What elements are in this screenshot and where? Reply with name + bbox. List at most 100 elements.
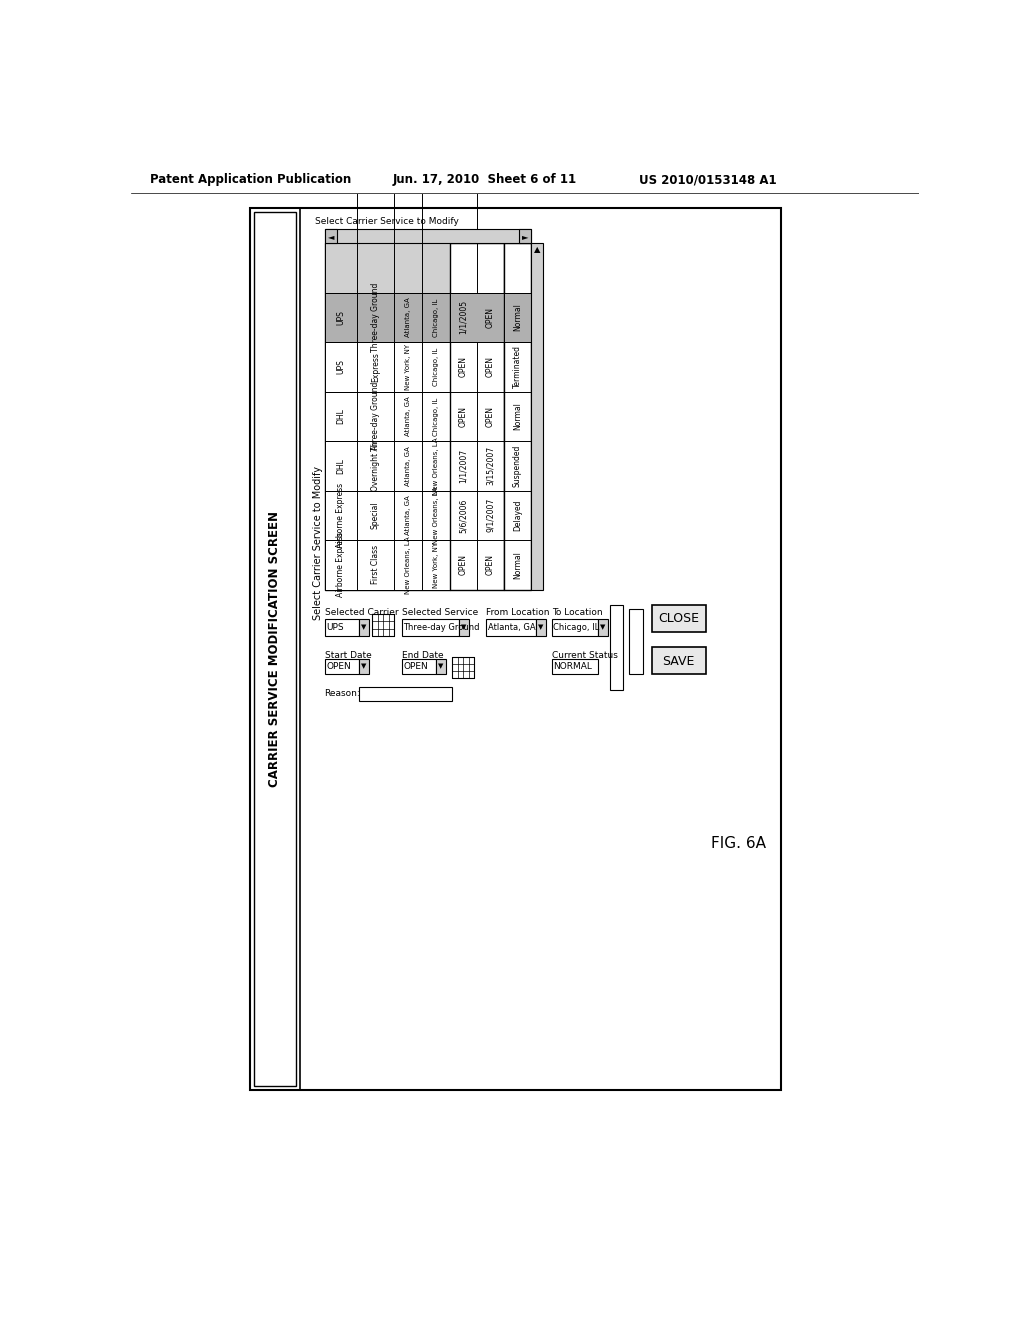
Text: NORMAL: NORMAL	[553, 663, 592, 671]
Text: OPEN: OPEN	[403, 663, 428, 671]
Text: Airborne Express: Airborne Express	[336, 483, 345, 548]
Text: OPEN: OPEN	[326, 663, 351, 671]
Text: OPEN: OPEN	[486, 554, 495, 576]
Bar	[325, 243, 451, 590]
Bar	[518, 230, 531, 243]
Text: New Orleans, LA: New Orleans, LA	[406, 536, 412, 594]
Text: 3/15/2007: 3/15/2007	[486, 446, 495, 486]
Text: Normal: Normal	[513, 304, 522, 331]
Bar	[325, 491, 451, 540]
Bar	[504, 293, 531, 342]
Text: 5/6/2006: 5/6/2006	[459, 498, 468, 532]
Bar	[609, 605, 624, 689]
Text: Chicago, IL: Chicago, IL	[433, 298, 439, 337]
Text: Current Status: Current Status	[552, 651, 617, 660]
Bar	[325, 230, 337, 243]
Bar	[325, 659, 359, 675]
Text: Suspended: Suspended	[513, 445, 522, 487]
Text: FIG. 6A: FIG. 6A	[712, 836, 766, 851]
Text: Chicago, IL: Chicago, IL	[433, 397, 439, 436]
Text: Atlanta, GA: Atlanta, GA	[406, 495, 412, 535]
Text: Jun. 17, 2010  Sheet 6 of 11: Jun. 17, 2010 Sheet 6 of 11	[392, 173, 577, 186]
Text: New Orleans, LA: New Orleans, LA	[433, 487, 439, 544]
Bar	[254, 213, 296, 1086]
Bar	[401, 619, 460, 636]
Text: End Date: End Date	[401, 651, 443, 660]
Bar	[325, 619, 359, 636]
Bar	[552, 659, 598, 675]
Bar	[451, 243, 504, 590]
Text: ▼: ▼	[539, 624, 544, 631]
Text: Selected Carrier: Selected Carrier	[325, 609, 398, 618]
Bar	[325, 243, 451, 293]
Bar	[504, 243, 531, 590]
Text: ▼: ▼	[600, 624, 605, 631]
Text: UPS: UPS	[336, 310, 345, 325]
Text: 1/1/2005: 1/1/2005	[459, 300, 468, 334]
Text: CLOSE: CLOSE	[658, 612, 699, 626]
Text: Normal: Normal	[513, 403, 522, 430]
Text: SAVE: SAVE	[663, 655, 695, 668]
Text: UPS: UPS	[326, 623, 344, 632]
Text: ►: ►	[521, 232, 528, 240]
Bar	[325, 230, 531, 243]
Bar	[652, 605, 706, 632]
Bar	[401, 659, 436, 675]
Text: Atlanta, GA: Atlanta, GA	[406, 297, 412, 337]
Text: Terminated: Terminated	[513, 346, 522, 388]
Text: OPEN: OPEN	[459, 554, 468, 576]
Text: Overnight Air: Overnight Air	[371, 441, 380, 491]
Text: DHL: DHL	[336, 408, 345, 424]
Bar	[460, 619, 469, 636]
Bar	[359, 688, 452, 701]
Text: US 2010/0153148 A1: US 2010/0153148 A1	[639, 173, 776, 186]
Bar	[359, 619, 370, 636]
Text: Reason:: Reason:	[325, 689, 360, 698]
Text: Selected Service: Selected Service	[401, 609, 478, 618]
Bar	[552, 619, 598, 636]
Text: 9/1/2007: 9/1/2007	[486, 498, 495, 532]
Text: ▲: ▲	[534, 244, 541, 253]
Bar	[325, 392, 451, 441]
Bar	[598, 619, 608, 636]
Text: New York, NY: New York, NY	[406, 343, 412, 389]
Bar	[325, 441, 451, 491]
Text: Normal: Normal	[513, 550, 522, 578]
Text: First Class: First Class	[371, 545, 380, 585]
Text: Chicago, IL: Chicago, IL	[433, 347, 439, 385]
Text: OPEN: OPEN	[486, 306, 495, 327]
Text: OPEN: OPEN	[459, 405, 468, 426]
Text: OPEN: OPEN	[486, 356, 495, 378]
Text: Three-day Ground: Three-day Ground	[371, 381, 380, 451]
Bar	[325, 540, 451, 590]
Bar	[436, 659, 446, 675]
Text: New Orleans, LA: New Orleans, LA	[433, 437, 439, 495]
Text: Delayed: Delayed	[513, 499, 522, 531]
Text: ▼: ▼	[361, 664, 367, 669]
Text: Patent Application Publication: Patent Application Publication	[150, 173, 351, 186]
Text: Express: Express	[371, 352, 380, 381]
Text: ▼: ▼	[461, 624, 467, 631]
Text: Atlanta, GA: Atlanta, GA	[487, 623, 536, 632]
Bar	[451, 293, 504, 342]
Bar	[325, 342, 451, 392]
Text: Select Carrier Service to Modify: Select Carrier Service to Modify	[313, 466, 323, 620]
Text: ◄: ◄	[328, 232, 334, 240]
Text: From Location: From Location	[486, 609, 550, 618]
Text: Airborne Express: Airborne Express	[336, 532, 345, 598]
Bar	[537, 619, 547, 636]
Text: New York, NY: New York, NY	[433, 541, 439, 587]
Text: ▼: ▼	[361, 624, 367, 631]
Bar	[652, 647, 706, 675]
Text: Three-day Ground: Three-day Ground	[371, 282, 380, 352]
Text: OPEN: OPEN	[459, 356, 468, 378]
Bar	[531, 243, 544, 590]
Text: Three-day Ground: Three-day Ground	[403, 623, 479, 632]
Text: Start Date: Start Date	[325, 651, 372, 660]
Text: UPS: UPS	[336, 359, 345, 375]
Bar	[453, 656, 474, 678]
Text: CARRIER SERVICE MODIFICATION SCREEN: CARRIER SERVICE MODIFICATION SCREEN	[268, 511, 282, 787]
Text: 1/1/2007: 1/1/2007	[459, 449, 468, 483]
Text: Atlanta, GA: Atlanta, GA	[406, 396, 412, 436]
Bar	[486, 619, 537, 636]
